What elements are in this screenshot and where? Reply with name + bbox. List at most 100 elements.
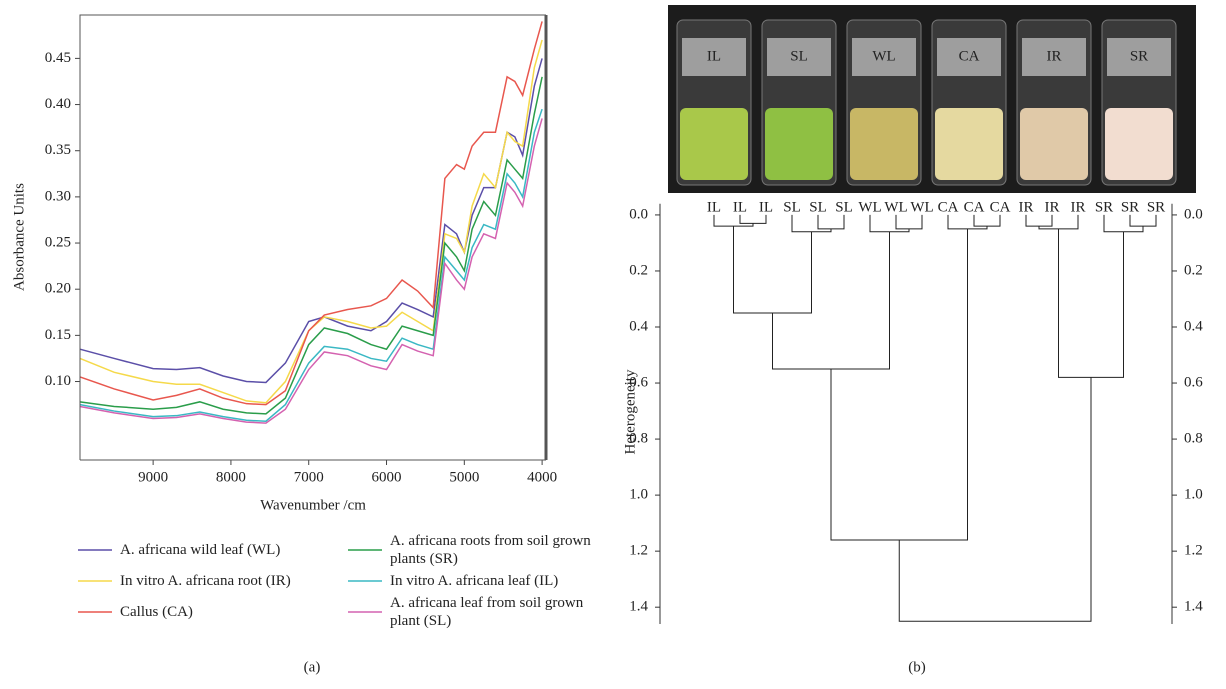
- jar-powder: [850, 108, 918, 180]
- y-tick-label: 0.30: [45, 188, 71, 204]
- spectrum-line: [79, 108, 543, 422]
- legend: A. africana wild leaf (WL) In vitro A. af…: [78, 532, 618, 630]
- axis-frame: [79, 14, 546, 460]
- dendrogram-link: [947, 214, 988, 230]
- y-tick-label: 0.25: [45, 234, 71, 250]
- y-tick-label-right: 0.6: [1184, 374, 1203, 390]
- jar-label-box: [1022, 38, 1086, 76]
- spectrum-line: [79, 76, 543, 415]
- y-tick-label: 1.0: [629, 487, 648, 503]
- dendrogram-link: [1058, 228, 1124, 378]
- legend-swatch: [78, 580, 112, 582]
- dendrogram-link: [895, 214, 923, 230]
- y-tick-label: 0.10: [45, 373, 71, 389]
- y-tick-label: 1.4: [629, 599, 648, 615]
- dendrogram-link: [772, 231, 890, 370]
- dendrogram-link: [1129, 214, 1157, 227]
- jar-label: SR: [1130, 48, 1148, 64]
- y-tick-label: 0.0: [629, 206, 648, 222]
- leaf-label: CA: [990, 199, 1011, 215]
- leaf-label: SL: [783, 199, 801, 215]
- jar-powder: [765, 108, 833, 180]
- jar-powder: [1020, 108, 1088, 180]
- legend-item: A. africana leaf from soil grown plant (…: [348, 594, 618, 630]
- legend-item: A. africana roots from soil grown plants…: [348, 532, 618, 568]
- dendrogram-link: [830, 228, 968, 541]
- y-axis-title: Absorbance Units: [11, 183, 27, 291]
- x-tick-label: 8000: [216, 469, 246, 485]
- leaf-label: IR: [1045, 199, 1060, 215]
- y-tick-label-right: 0.4: [1184, 318, 1203, 334]
- leaf-label: SL: [835, 199, 853, 215]
- leaf-label: SR: [1095, 199, 1113, 215]
- jar-label-box: [852, 38, 916, 76]
- y-axis-title: Heterogeneity: [622, 369, 638, 454]
- dendrogram-link: [817, 214, 845, 230]
- leaf-label: SL: [809, 199, 827, 215]
- legend-swatch: [78, 549, 112, 551]
- y-tick-label: 0.15: [45, 327, 71, 343]
- x-tick-label: 5000: [449, 469, 479, 485]
- leaf-label: IL: [759, 199, 773, 215]
- x-tick-label: 7000: [294, 469, 324, 485]
- y-tick-label-right: 1.4: [1184, 599, 1203, 615]
- dendrogram-link: [1038, 214, 1079, 230]
- legend-label: A. africana roots from soil grown plants…: [390, 533, 591, 567]
- y-tick-label-right: 0.0: [1184, 206, 1203, 222]
- legend-label: A. africana leaf from soil grown plant (…: [390, 595, 584, 629]
- spectrum-line: [79, 118, 543, 424]
- leaf-label: WL: [884, 199, 907, 215]
- jar-label: IR: [1047, 48, 1062, 64]
- legend-swatch: [348, 580, 382, 582]
- legend-label: Callus (CA): [120, 604, 193, 620]
- jar-powder: [1105, 108, 1173, 180]
- legend-swatch: [78, 611, 112, 613]
- spectrum-line: [79, 58, 543, 384]
- dendrogram-link: [733, 226, 812, 314]
- legend-label: In vitro A. africana root (IR): [120, 573, 291, 589]
- legend-label: A. africana wild leaf (WL): [120, 542, 281, 558]
- leaf-label: IR: [1019, 199, 1034, 215]
- legend-item: In vitro A. africana leaf (IL): [348, 572, 618, 590]
- y-tick-label-right: 1.0: [1184, 487, 1203, 503]
- y-tick-label: 0.8: [629, 431, 648, 447]
- y-tick-label: 0.6: [629, 374, 648, 390]
- leaf-label: CA: [964, 199, 985, 215]
- jar-label-box: [767, 38, 831, 76]
- jar-label: WL: [872, 48, 895, 64]
- y-tick-label: 0.2: [629, 262, 648, 278]
- y-tick-label: 0.45: [45, 50, 71, 66]
- y-tick-label: 0.20: [45, 281, 71, 297]
- dendrogram-link: [973, 214, 1001, 227]
- dendrogram-link: [713, 214, 754, 227]
- leaf-label: SR: [1147, 199, 1165, 215]
- legend-item: A. africana wild leaf (WL): [78, 532, 348, 568]
- leaf-label: CA: [938, 199, 959, 215]
- x-tick-label: 9000: [138, 469, 168, 485]
- leaf-label: WL: [858, 199, 881, 215]
- legend-item: Callus (CA): [78, 594, 348, 630]
- spectrum-line: [79, 21, 543, 406]
- leaf-label: IR: [1071, 199, 1086, 215]
- leaf-label: IL: [733, 199, 747, 215]
- legend-swatch: [348, 611, 382, 613]
- dendrogram-link: [898, 377, 1092, 622]
- x-axis-title: Wavenumber /cm: [260, 497, 366, 513]
- jar-label-box: [682, 38, 746, 76]
- leaf-label: IL: [707, 199, 721, 215]
- jar-powder: [935, 108, 1003, 180]
- leaf-label: WL: [910, 199, 933, 215]
- y-tick-label-right: 0.8: [1184, 431, 1203, 447]
- jar-label: SL: [790, 48, 808, 64]
- dendrogram-link: [739, 214, 767, 224]
- y-tick-label: 0.4: [629, 318, 648, 334]
- legend-label: In vitro A. africana leaf (IL): [390, 573, 559, 589]
- jar-label: CA: [959, 48, 980, 64]
- spectrum-line: [79, 39, 543, 404]
- dendrogram-link: [1103, 214, 1144, 233]
- y-tick-label: 0.40: [45, 96, 71, 112]
- jar-label: IL: [707, 48, 721, 64]
- jar-label-box: [937, 38, 1001, 76]
